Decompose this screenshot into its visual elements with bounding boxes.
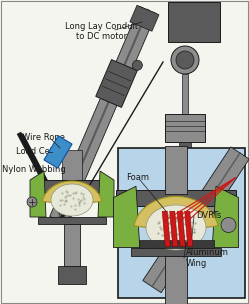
Polygon shape <box>162 211 170 246</box>
Bar <box>165 146 187 194</box>
Polygon shape <box>134 196 218 228</box>
Polygon shape <box>98 171 114 217</box>
Ellipse shape <box>51 184 93 216</box>
Text: Nylon Webbing: Nylon Webbing <box>2 165 66 174</box>
Polygon shape <box>30 171 46 217</box>
Circle shape <box>176 51 194 69</box>
Polygon shape <box>177 211 185 246</box>
Text: Aluminum
Wing: Aluminum Wing <box>186 248 229 268</box>
Bar <box>38 217 106 224</box>
Polygon shape <box>185 211 193 246</box>
Polygon shape <box>96 60 137 107</box>
Bar <box>131 247 221 256</box>
Polygon shape <box>114 186 140 247</box>
Circle shape <box>27 197 37 207</box>
Ellipse shape <box>146 205 206 250</box>
Bar <box>165 114 205 142</box>
Polygon shape <box>44 136 72 168</box>
Polygon shape <box>50 6 156 223</box>
Circle shape <box>221 217 236 233</box>
Polygon shape <box>170 211 178 246</box>
Text: DVRTs: DVRTs <box>196 212 221 220</box>
Text: Load Cell: Load Cell <box>16 147 55 157</box>
Text: Foam: Foam <box>126 174 149 182</box>
Polygon shape <box>143 147 249 293</box>
Bar <box>116 190 236 206</box>
Polygon shape <box>42 181 102 203</box>
Polygon shape <box>130 5 159 31</box>
Text: Wire Rope: Wire Rope <box>22 133 65 143</box>
Bar <box>182 74 188 114</box>
Circle shape <box>132 60 142 70</box>
Bar <box>118 148 245 298</box>
Bar <box>179 142 191 148</box>
Circle shape <box>171 46 199 74</box>
Bar <box>165 256 187 304</box>
Bar <box>34 180 110 192</box>
Bar <box>168 2 220 42</box>
Bar <box>138 240 213 247</box>
Text: Long Lay Conduit
to DC motor: Long Lay Conduit to DC motor <box>65 22 138 41</box>
Bar <box>62 150 82 185</box>
Bar <box>58 266 86 284</box>
Bar <box>64 224 80 266</box>
Polygon shape <box>212 186 239 247</box>
